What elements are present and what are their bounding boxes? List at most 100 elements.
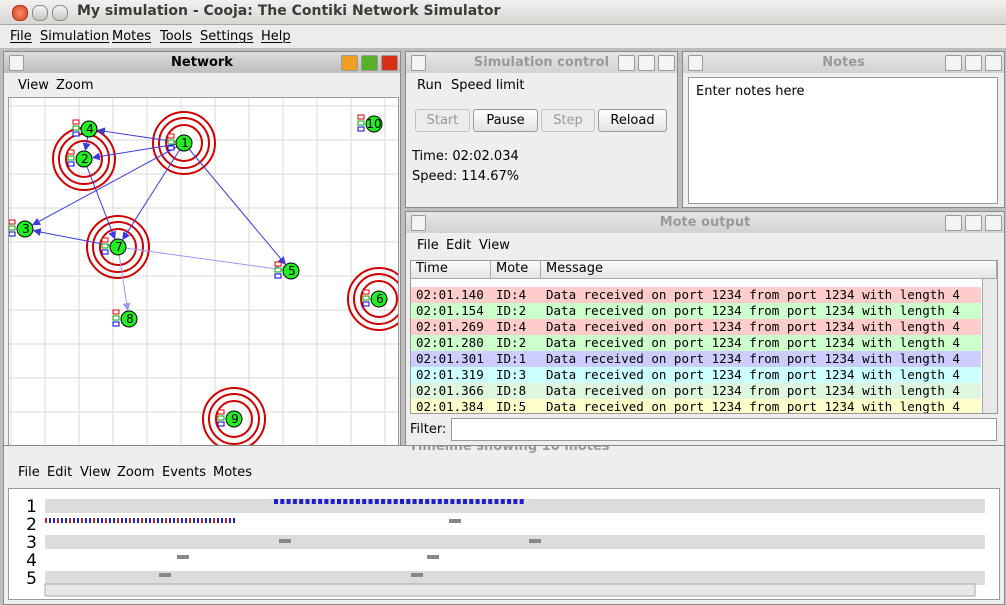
radio-event: [229, 518, 231, 523]
sim-button: Step: [541, 109, 595, 132]
menu-item[interactable]: Zoom: [56, 78, 94, 93]
output-cell: ID:1: [496, 351, 527, 366]
output-row[interactable]: 02:01.280 ID:2 Data received on port 1234 …: [411, 335, 981, 351]
minimize-button[interactable]: [618, 55, 635, 71]
mote[interactable]: [80, 120, 98, 138]
led-event: [449, 519, 461, 523]
scrollbar[interactable]: [44, 583, 976, 597]
scrollbar[interactable]: [982, 279, 997, 413]
menu-item[interactable]: Simulation: [40, 29, 110, 44]
output-cell: Data received on port 1234 from port 123…: [546, 319, 960, 334]
radio-event: [109, 518, 111, 523]
mote[interactable]: [365, 115, 383, 133]
output-row[interactable]: 02:01.154 ID:2 Data received on port 1234 …: [411, 303, 981, 319]
column-header[interactable]: Time: [411, 261, 491, 279]
maximize-button[interactable]: [361, 55, 378, 71]
radio-event: [181, 518, 183, 523]
maximize-button[interactable]: [965, 55, 982, 71]
close-button[interactable]: [985, 215, 1002, 231]
output-cell: ID:8: [496, 383, 527, 398]
radio-range: [165, 124, 203, 162]
minimize-button[interactable]: [945, 215, 962, 231]
radio-event: [129, 518, 131, 523]
radio-event: [145, 518, 147, 523]
menu-item[interactable]: Edit: [446, 238, 472, 253]
mote[interactable]: [109, 238, 127, 256]
minimize-button[interactable]: [945, 55, 962, 71]
mote[interactable]: [225, 410, 243, 428]
radio-event: [337, 499, 341, 504]
menu-item[interactable]: File: [417, 238, 439, 253]
menu-item[interactable]: Run: [417, 78, 442, 93]
frame-menu-button[interactable]: [688, 55, 703, 71]
led-event: [529, 539, 541, 543]
mote[interactable]: [175, 134, 193, 152]
output-row[interactable]: 02:01.140 ID:4 Data received on port 1234 …: [411, 287, 981, 303]
mote-label: 8: [126, 312, 134, 326]
output-row[interactable]: 02:01.366 ID:8 Data received on port 1234 …: [411, 383, 981, 399]
mote-led: [67, 161, 75, 167]
menu-item[interactable]: Edit: [47, 465, 73, 480]
radio-event: [201, 518, 203, 523]
menu-item[interactable]: Motes: [213, 465, 253, 480]
output-cell: ID:3: [496, 367, 527, 382]
maximize-button[interactable]: [638, 55, 655, 71]
mote-label: 9: [231, 412, 239, 426]
maximize-button[interactable]: [965, 215, 982, 231]
radio-event: [286, 499, 291, 504]
radio-event: [225, 518, 227, 523]
menu-item[interactable]: Speed limit: [451, 78, 525, 93]
radio-event: [113, 518, 115, 523]
menu-item[interactable]: View: [479, 238, 510, 253]
minimize-button[interactable]: [341, 55, 358, 71]
sim-button[interactable]: Reload: [598, 109, 667, 132]
mote[interactable]: [75, 150, 93, 168]
menu-item[interactable]: Tools: [160, 29, 193, 44]
filter-input[interactable]: [451, 418, 997, 441]
mote-label: 2: [81, 152, 89, 166]
menu-item[interactable]: Zoom: [117, 465, 155, 480]
close-button[interactable]: [658, 55, 675, 71]
menu-item[interactable]: View: [18, 78, 49, 93]
frame-menu-button[interactable]: [9, 55, 24, 71]
notes-textarea[interactable]: Enter notes here: [688, 77, 998, 204]
radio-event: [305, 499, 310, 504]
radio-event: [197, 518, 199, 523]
mote[interactable]: [370, 290, 388, 308]
menu-item[interactable]: View: [80, 465, 111, 480]
menu-item[interactable]: Events: [162, 465, 207, 480]
frame-menu-button[interactable]: [411, 215, 426, 231]
maximize-button[interactable]: [52, 5, 68, 21]
column-header[interactable]: Message: [541, 261, 997, 279]
radio-event: [157, 518, 159, 523]
output-cell: 02:01.301: [416, 351, 484, 366]
network-canvas: 1 2 3 4 5 6 7 8 9 10: [8, 97, 399, 446]
mote[interactable]: [16, 220, 34, 238]
menu-item[interactable]: Help: [261, 29, 291, 44]
output-row[interactable]: 02:01.319 ID:3 Data received on port 1234 …: [411, 367, 981, 383]
output-cell: 02:01.280: [416, 335, 484, 350]
close-button[interactable]: [985, 55, 1002, 71]
sim-button[interactable]: Pause: [473, 109, 538, 132]
close-button[interactable]: [12, 5, 28, 21]
menu-item[interactable]: File: [10, 29, 32, 44]
mote-label: 1: [181, 136, 189, 150]
menu-item[interactable]: Motes: [112, 29, 152, 44]
frame-menu-button[interactable]: [411, 55, 426, 71]
output-row[interactable]: 02:01.384 ID:5 Data received on port 1234 …: [411, 399, 981, 413]
mote[interactable]: [282, 262, 300, 280]
close-button[interactable]: [381, 55, 398, 71]
timeline-row-label: 5: [26, 569, 37, 589]
column-header[interactable]: Mote: [491, 261, 541, 279]
window-title: My simulation - Cooja: The Contiki Netwo…: [77, 3, 501, 19]
radio-event: [488, 499, 493, 504]
minimize-button[interactable]: [32, 5, 48, 21]
mote-led: [167, 133, 175, 139]
menu-item[interactable]: File: [18, 465, 40, 480]
menu-item[interactable]: Settings: [200, 29, 254, 44]
output-row[interactable]: 02:01.269 ID:4 Data received on port 1234 …: [411, 319, 981, 335]
output-row[interactable]: 02:01.301 ID:1 Data received on port 1234 …: [411, 351, 981, 367]
radio-range: [158, 117, 210, 169]
radio-event: [519, 499, 524, 504]
mote[interactable]: [120, 310, 138, 328]
